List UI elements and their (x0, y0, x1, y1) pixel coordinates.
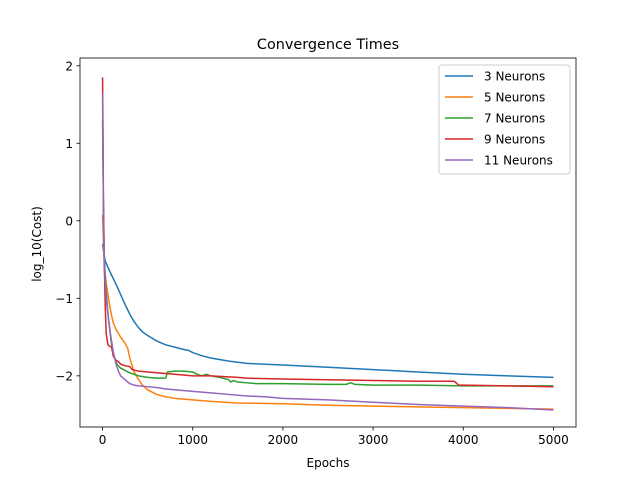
legend-box (438, 64, 571, 175)
series-line-5 (101, 92, 554, 411)
x-tick-label: 4000 (448, 433, 479, 447)
chart-title: Convergence Times (257, 37, 399, 53)
axes-layer: 0 1000 2000 3000 4000 5000 −2 −1 0 1 2 (55, 57, 577, 447)
legend: 3 Neurons 5 Neurons 7 Neurons 9 Neurons 11 N… (438, 64, 571, 175)
legend-label: 5 Neurons (484, 91, 545, 105)
y-tick-label: −1 (55, 292, 73, 306)
x-tick-label: 3000 (358, 433, 389, 447)
y-tick-label: 1 (65, 137, 73, 151)
x-tick-label: 0 (99, 433, 107, 447)
legend-label: 3 Neurons (484, 70, 545, 84)
legend-label: 9 Neurons (484, 133, 545, 147)
x-tick-label: 5000 (538, 433, 569, 447)
x-axis-label: Epochs (307, 456, 350, 470)
series-line-4 (101, 77, 554, 388)
legend-label: 11 Neurons (484, 154, 553, 168)
y-axis-label: log_10(Cost) (30, 206, 44, 282)
series-line-1 (101, 243, 554, 379)
y-tick-label: −2 (55, 369, 73, 383)
x-tick-label: 1000 (177, 433, 208, 447)
plot-layer (101, 77, 554, 411)
y-tick-label: 0 (65, 214, 73, 228)
series-line-2 (101, 214, 554, 410)
y-tick-label: 2 (65, 59, 73, 73)
legend-label: 7 Neurons (484, 112, 545, 126)
plot-frame (79, 57, 577, 428)
x-tick-label: 2000 (268, 433, 299, 447)
